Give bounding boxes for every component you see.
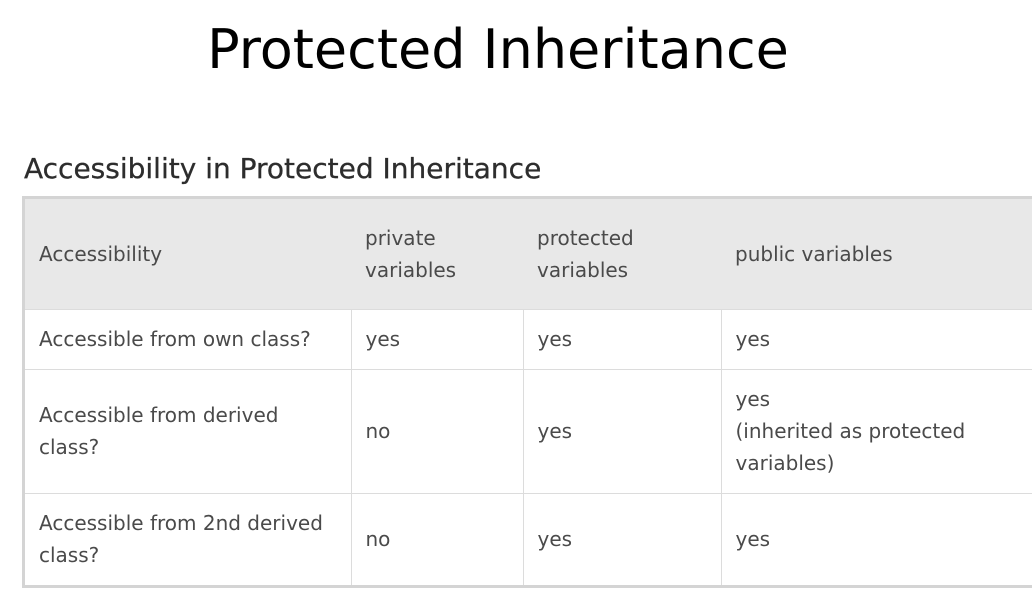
protected-cell: yes bbox=[522, 492, 721, 585]
cell-line: yes bbox=[537, 419, 573, 443]
private-cell: no bbox=[350, 368, 523, 493]
cell-line: yes bbox=[735, 387, 771, 411]
cell-line: Accessible from own class? bbox=[39, 327, 311, 351]
row-label-cell: Accessible from 2nd derived class? bbox=[25, 492, 351, 585]
protected-cell: yes bbox=[522, 368, 721, 493]
cell-line: yes bbox=[365, 327, 401, 351]
cell-line: yes bbox=[735, 527, 771, 552]
private-cell: no bbox=[350, 492, 523, 585]
public-cell: yes bbox=[720, 308, 1032, 369]
public-cell: yes bbox=[720, 492, 1032, 585]
cell-line: variables) bbox=[735, 451, 835, 475]
section-heading: Accessibility in Protected Inheritance bbox=[24, 152, 542, 185]
table-row: Accessible from 2nd derived class? no ye… bbox=[25, 492, 1032, 585]
header-accessibility: Accessibility bbox=[25, 199, 351, 309]
protected-cell: yes bbox=[522, 308, 721, 369]
header-public-variables: public variables bbox=[721, 199, 1032, 309]
cell-line: class? bbox=[39, 435, 100, 459]
header-line: Accessibility bbox=[39, 241, 163, 266]
cell-line: yes bbox=[537, 327, 573, 351]
header-private-variables: private variables bbox=[351, 199, 523, 309]
header-line: protected bbox=[537, 225, 634, 250]
accessibility-table-container: Accessibility private variables protecte… bbox=[22, 196, 1032, 588]
header-protected-variables: protected variables bbox=[523, 199, 721, 309]
table-row: Accessible from derived class? no yes ye… bbox=[25, 368, 1032, 493]
header-line: private bbox=[365, 225, 436, 250]
header-line: variables bbox=[537, 257, 629, 282]
cell-line: (inherited as protected bbox=[735, 419, 966, 443]
accessibility-table: Accessibility private variables protecte… bbox=[25, 199, 1032, 585]
cell-line: class? bbox=[39, 543, 100, 568]
header-line: variables bbox=[365, 257, 457, 282]
header-line: public variables bbox=[735, 241, 893, 266]
cell-line: yes bbox=[735, 327, 771, 351]
cell-line: yes bbox=[537, 527, 573, 552]
table-row: Accessible from own class? yes yes yes bbox=[25, 308, 1032, 369]
cell-line: no bbox=[365, 419, 391, 443]
slide-title: Protected Inheritance bbox=[207, 18, 789, 81]
private-cell: yes bbox=[350, 308, 523, 369]
cell-line: Accessible from 2nd derived bbox=[39, 511, 323, 536]
cell-line: no bbox=[365, 527, 391, 552]
cell-line: Accessible from derived bbox=[39, 403, 279, 427]
table-header-row: Accessibility private variables protecte… bbox=[25, 199, 1032, 309]
row-label-cell: Accessible from own class? bbox=[25, 308, 351, 369]
row-label-cell: Accessible from derived class? bbox=[25, 368, 351, 493]
public-cell: yes (inherited as protected variables) bbox=[720, 368, 1032, 493]
